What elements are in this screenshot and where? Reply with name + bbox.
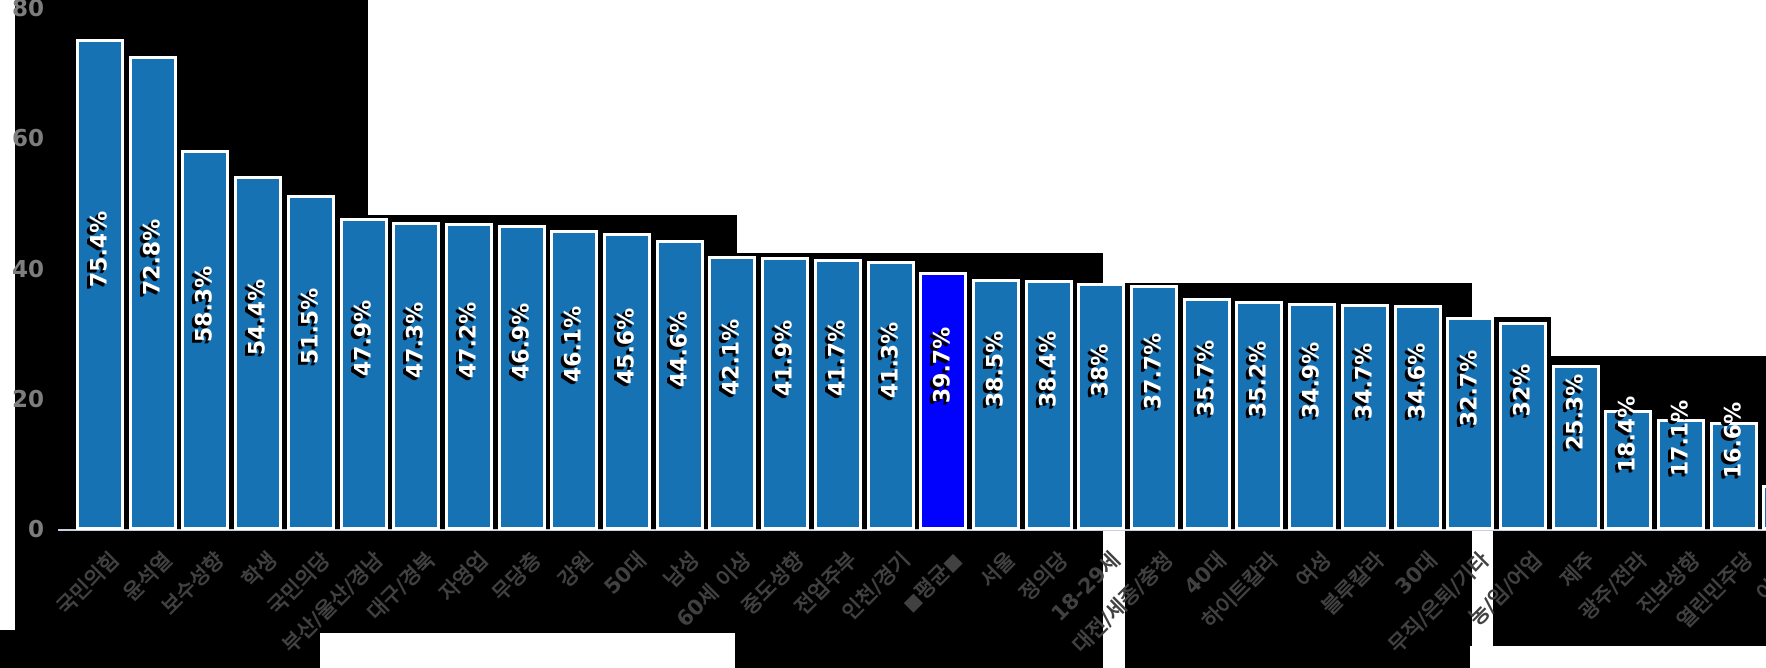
bar xyxy=(1393,304,1442,530)
bar xyxy=(813,258,862,530)
bar-value-label: 72.8% xyxy=(140,218,166,296)
bar-value-label: 34.6% xyxy=(1405,343,1430,420)
bar-value-label: 35.7% xyxy=(1194,339,1220,416)
bar xyxy=(339,218,388,530)
bar-value-label: 41.3% xyxy=(878,321,903,398)
bar xyxy=(761,257,810,530)
bar-value-label: 16.6% xyxy=(1721,401,1747,479)
background-gap xyxy=(0,0,15,630)
y-tick-label: 20 xyxy=(11,386,44,413)
bar xyxy=(1604,410,1653,530)
bar-value-label: 51.5% xyxy=(298,288,324,365)
bar-value-label: 58.3% xyxy=(192,266,218,343)
bar-average xyxy=(919,271,968,530)
bar-value-label: 34.7% xyxy=(1352,342,1378,420)
background-gap xyxy=(320,633,735,668)
bar-value-label: 32.7% xyxy=(1457,349,1483,426)
bar xyxy=(550,229,599,530)
bar-value-label: 44.6% xyxy=(667,310,693,387)
bar xyxy=(655,239,704,530)
bar-value-label: 34.9% xyxy=(1299,342,1325,419)
bar-value-label: 47.2% xyxy=(456,302,482,379)
bar-value-label: 46.9% xyxy=(509,303,535,380)
bar xyxy=(1551,365,1600,530)
bar xyxy=(76,39,124,530)
bar xyxy=(1446,317,1495,530)
bar xyxy=(497,224,546,530)
bar xyxy=(234,175,283,530)
y-tick-label: 60 xyxy=(11,126,44,153)
bar-value-label: 25.3% xyxy=(1563,373,1589,450)
bar-value-label: 32% xyxy=(1510,363,1536,417)
bar-value-label: 45.6% xyxy=(614,307,640,384)
bar-value-label: 46.1% xyxy=(561,305,587,383)
bar xyxy=(1077,282,1126,530)
bar xyxy=(1235,300,1284,530)
bar-value-label: 54.4% xyxy=(245,278,271,356)
bar xyxy=(603,233,651,530)
bar xyxy=(708,255,757,530)
bar-value-label: 75.4% xyxy=(87,210,113,287)
background-gap xyxy=(1470,646,1766,668)
bar xyxy=(1762,485,1766,530)
bar-value-label: 37.7% xyxy=(1141,333,1167,410)
bar-value-label: 38.5% xyxy=(983,330,1009,407)
bar-value-label: 47.9% xyxy=(351,299,376,377)
bar xyxy=(1657,418,1705,530)
bar-value-label: 17.1% xyxy=(1668,400,1694,477)
bar-value-label: 41.7% xyxy=(825,320,851,397)
bar xyxy=(1498,321,1547,530)
bar-value-label: 42.1% xyxy=(719,318,745,396)
bar-value-label: 18.4% xyxy=(1615,395,1641,473)
y-tick-label: 80 xyxy=(11,0,44,23)
y-tick-label: 0 xyxy=(27,517,44,543)
bar xyxy=(181,150,230,530)
x-axis-line xyxy=(58,529,1766,531)
bar xyxy=(1709,421,1758,530)
bar-value-label: 41.9% xyxy=(772,319,798,396)
bar xyxy=(971,279,1020,530)
bar xyxy=(1130,284,1178,530)
bar xyxy=(866,261,915,530)
bar-value-label: 38% xyxy=(1088,343,1114,397)
y-tick-label: 40 xyxy=(11,256,44,283)
bar xyxy=(392,222,441,530)
bar xyxy=(1182,297,1231,530)
bar-value-label: 35.2% xyxy=(1246,341,1272,418)
bar xyxy=(128,56,177,530)
bar xyxy=(444,222,493,530)
bar xyxy=(1340,304,1389,530)
bar-value-label: 39.7% xyxy=(930,326,956,403)
bar-value-label: 47.3% xyxy=(403,301,429,379)
bar xyxy=(1288,302,1337,530)
bar xyxy=(286,194,335,530)
bar xyxy=(1024,280,1073,530)
bar-value-label: 38.4% xyxy=(1036,330,1062,408)
